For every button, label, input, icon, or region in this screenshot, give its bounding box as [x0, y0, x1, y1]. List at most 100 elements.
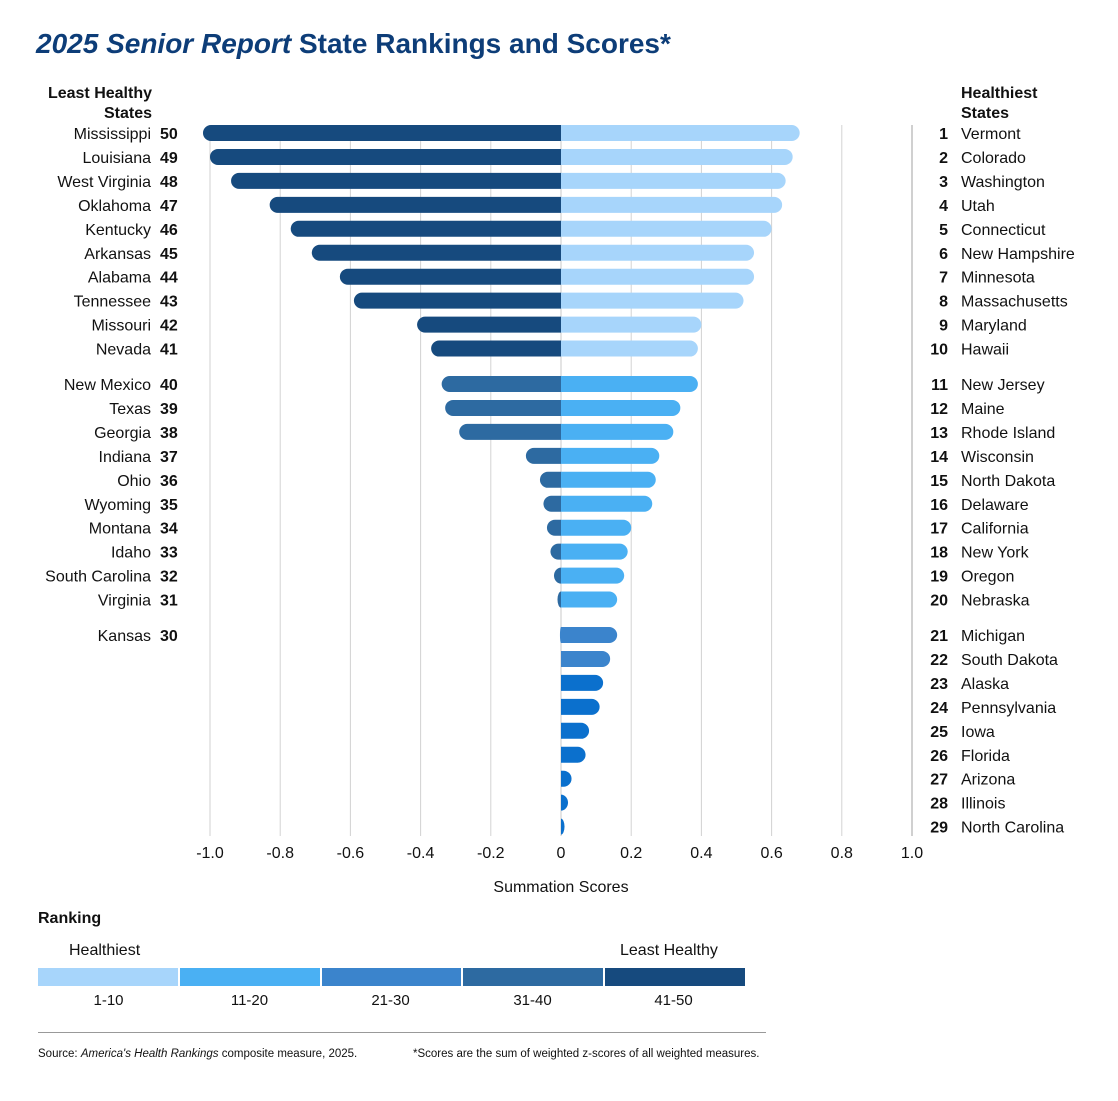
least-healthy-bar — [525, 447, 561, 464]
least-healthy-state: Louisiana — [83, 150, 152, 167]
least-healthy-rank: 35 — [160, 497, 178, 514]
legend-label-11-20: 11-20 — [230, 992, 269, 1009]
least-healthy-rank: 48 — [160, 174, 178, 191]
healthiest-state: Hawaii — [961, 342, 1009, 359]
healthiest-rank: 6 — [939, 246, 948, 263]
healthiest-bar — [561, 722, 590, 739]
healthiest-state: Nebraska — [961, 593, 1030, 610]
legend-color-scale — [38, 968, 745, 986]
healthiest-bar — [561, 674, 604, 691]
least-healthy-state: Kansas — [98, 628, 151, 645]
legend-swatch-1-10 — [38, 968, 180, 986]
healthiest-rank: 7 — [939, 270, 948, 287]
healthiest-bar — [561, 746, 586, 763]
legend-label-31-40: 31-40 — [513, 992, 552, 1009]
healthiest-bar — [561, 244, 755, 261]
legend-swatch-21-30 — [321, 968, 464, 986]
least-healthy-bar — [441, 376, 561, 392]
healthiest-rank: 15 — [930, 473, 948, 490]
healthiest-rank: 20 — [930, 593, 948, 610]
legend-label-21-30: 21-30 — [371, 992, 410, 1009]
healthiest-rank: 17 — [930, 521, 948, 538]
least-healthy-rank: 37 — [160, 449, 178, 466]
legend-swatch-41-50 — [605, 968, 745, 986]
healthiest-bar — [561, 196, 783, 213]
healthiest-rank: 19 — [930, 569, 948, 586]
healthiest-rank: 5 — [939, 222, 948, 239]
least-healthy-bar — [557, 591, 561, 608]
chart-title-rest: State Rankings and Scores* — [291, 28, 671, 59]
healthiest-bar — [561, 495, 653, 512]
least-healthy-rank: 31 — [160, 593, 178, 610]
healthiest-state: Massachusetts — [961, 294, 1068, 311]
least-healthy-bar — [539, 471, 561, 488]
healthiest-state: New York — [961, 545, 1030, 562]
healthiest-state: New Hampshire — [961, 246, 1075, 263]
least-healthy-bar — [311, 244, 561, 261]
healthiest-bar — [561, 423, 674, 440]
healthiest-bar — [561, 567, 625, 584]
least-healthy-bar — [339, 268, 561, 285]
healthiest-state: Vermont — [961, 126, 1021, 143]
healthiest-bar — [561, 471, 656, 488]
healthiest-heading: Healthiest States — [961, 84, 1081, 124]
least-healthy-rank: 40 — [160, 377, 178, 394]
healthiest-bar — [561, 125, 800, 141]
healthiest-state: Connecticut — [961, 222, 1046, 239]
healthiest-state: Alaska — [961, 676, 1009, 693]
least-healthy-state: Alabama — [88, 270, 151, 287]
healthiest-bar — [561, 770, 572, 787]
least-healthy-rank: 45 — [160, 246, 178, 263]
healthiest-rank: 11 — [931, 377, 948, 394]
healthiest-bar — [561, 818, 565, 835]
healthiest-rank: 29 — [930, 820, 948, 837]
least-healthy-rank: 38 — [160, 425, 178, 442]
chart-title-italic: 2025 Senior Report — [36, 28, 292, 59]
least-healthy-bar — [543, 495, 561, 512]
least-healthy-state: South Carolina — [45, 569, 151, 586]
healthiest-heading-line2: States — [961, 105, 1010, 122]
legend-title: Ranking — [38, 910, 102, 927]
least-healthy-bar — [231, 172, 561, 189]
legend-label-1-10: 1-10 — [93, 992, 124, 1009]
healthiest-state: Rhode Island — [961, 425, 1055, 442]
least-healthy-state: Georgia — [94, 425, 151, 442]
least-healthy-rank: 50 — [160, 126, 178, 143]
healthiest-state: Maine — [961, 401, 1005, 418]
healthiest-state: Minnesota — [961, 270, 1035, 287]
least-healthy-state: Oklahoma — [78, 198, 151, 215]
footer-source: Source: America's Health Rankings compos… — [38, 1048, 357, 1060]
least-healthy-bar — [353, 292, 561, 309]
least-healthy-rank: 36 — [160, 473, 178, 490]
healthiest-state: North Carolina — [961, 820, 1064, 837]
least-healthy-rank: 30 — [160, 628, 178, 645]
healthiest-rank: 3 — [939, 174, 948, 191]
x-tick-label: -0.2 — [477, 845, 505, 862]
least-healthy-rank: 42 — [160, 318, 178, 335]
x-tick-label: 0.8 — [831, 845, 853, 862]
healthiest-rank: 9 — [939, 318, 948, 335]
healthiest-state: Delaware — [961, 497, 1029, 514]
least-healthy-state: New Mexico — [64, 377, 151, 394]
healthiest-rank: 24 — [930, 700, 948, 717]
chart-title: 2025 Senior Report State Rankings and Sc… — [36, 28, 671, 60]
healthiest-rank: 26 — [930, 748, 948, 765]
least-healthy-rank: 49 — [160, 150, 178, 167]
least-healthy-state: Virginia — [98, 593, 151, 610]
legend-least-healthy-label: Least Healthy — [620, 942, 718, 959]
healthiest-bar — [561, 627, 618, 643]
healthiest-bar — [561, 316, 702, 333]
x-axis-label: Summation Scores — [493, 879, 628, 896]
x-tick-label: 0.6 — [760, 845, 782, 862]
least-healthy-state: Kentucky — [85, 222, 151, 239]
healthiest-bar — [561, 447, 660, 464]
least-healthy-rank: 34 — [160, 521, 178, 538]
healthiest-state: California — [961, 521, 1029, 538]
healthiest-state: Michigan — [961, 628, 1025, 645]
healthiest-state: South Dakota — [961, 652, 1058, 669]
legend-healthiest-label: Healthiest — [69, 942, 141, 959]
least-healthy-bar — [269, 196, 561, 213]
healthiest-bar — [561, 268, 755, 285]
least-healthy-bar — [210, 148, 561, 165]
least-healthy-heading-line1: Least Healthy — [47, 85, 152, 102]
